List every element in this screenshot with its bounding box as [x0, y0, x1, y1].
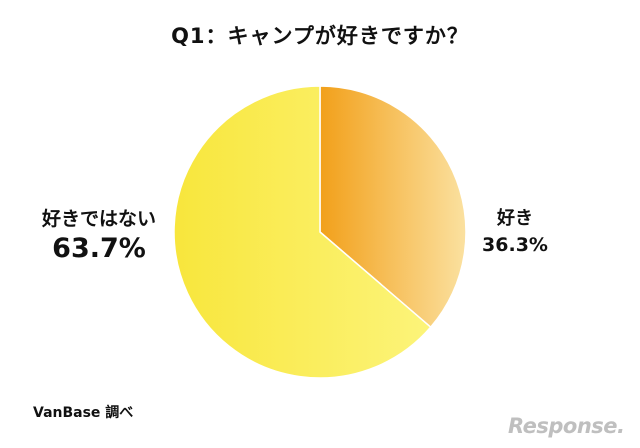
slice-name-not-suki: 好きではない	[41, 208, 156, 230]
slice-value-not-suki: 63.7%	[52, 233, 146, 264]
source-note: VanBase 調べ	[33, 405, 134, 421]
pie-slice-suki	[319, 85, 467, 329]
slice-value-suki: 36.3%	[482, 234, 548, 256]
slice-label-suki: 好き 36.3%	[480, 204, 550, 256]
slice-name-suki: 好き	[497, 208, 533, 229]
slice-label-not-suki: 好きではない 63.7%	[24, 204, 174, 264]
chart-title: Q1：キャンプが好きですか？	[171, 24, 469, 48]
watermark-logo: Response.	[508, 414, 625, 438]
pie-slice-not-suki	[173, 85, 432, 379]
